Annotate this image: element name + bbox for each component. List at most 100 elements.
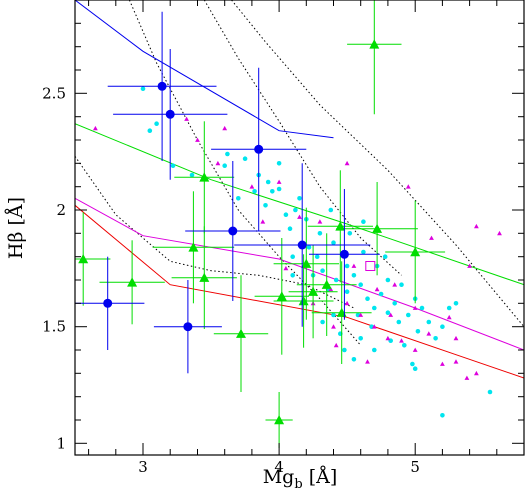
magenta-point bbox=[215, 160, 221, 166]
cyan-point bbox=[270, 189, 275, 194]
x-axis-title-main: Mg bbox=[263, 466, 295, 488]
y-tick-label: 1 bbox=[56, 434, 66, 452]
x-axis-title: Mgb [Å] bbox=[263, 466, 338, 491]
cyan-point bbox=[419, 305, 425, 311]
magenta-point bbox=[412, 305, 418, 310]
cyan-point bbox=[399, 282, 404, 288]
cyan-point bbox=[293, 207, 298, 213]
cyan-point bbox=[415, 329, 421, 334]
magenta-point bbox=[331, 324, 336, 329]
green-point bbox=[127, 277, 138, 287]
cyan-point bbox=[263, 203, 268, 208]
cyan-point bbox=[320, 319, 325, 325]
green-point bbox=[276, 291, 287, 301]
green-point bbox=[188, 242, 199, 252]
cyan-point bbox=[361, 249, 366, 255]
x-tick-label: 5 bbox=[410, 458, 420, 476]
magenta-point bbox=[351, 263, 357, 268]
cyan-point bbox=[410, 361, 415, 367]
magenta-point bbox=[464, 375, 470, 380]
cyan-point bbox=[372, 305, 377, 311]
cyan-point bbox=[342, 347, 347, 353]
cyan-point bbox=[252, 189, 257, 194]
magenta-point bbox=[317, 219, 323, 224]
magenta-point bbox=[453, 359, 459, 364]
cyan-point bbox=[347, 231, 353, 236]
plot-marks bbox=[75, 0, 524, 448]
cyan-point bbox=[392, 301, 398, 306]
cyan-point bbox=[276, 186, 282, 192]
cyan-point bbox=[361, 219, 366, 224]
magenta-point bbox=[93, 125, 98, 131]
y-axis-title-unit: [Å] bbox=[5, 197, 27, 232]
y-axis-title: Hβ [Å] bbox=[5, 197, 27, 259]
magenta-point bbox=[222, 125, 228, 131]
cyan-point bbox=[385, 277, 391, 283]
cyan-point bbox=[225, 151, 230, 157]
cyan-point bbox=[396, 319, 402, 325]
cyan-point bbox=[351, 357, 357, 362]
blue-point bbox=[157, 81, 167, 91]
magenta-point bbox=[440, 361, 445, 366]
magenta-point bbox=[399, 338, 404, 343]
cyan-point bbox=[290, 273, 296, 278]
cyan-point bbox=[344, 263, 350, 269]
cyan-point bbox=[242, 156, 248, 161]
magenta-point bbox=[497, 230, 502, 236]
blue-point bbox=[165, 109, 175, 119]
magenta-point bbox=[276, 179, 282, 184]
cyan-point bbox=[406, 312, 411, 318]
magenta-point bbox=[249, 184, 255, 189]
cyan-point bbox=[453, 301, 459, 306]
x-tick-label: 4 bbox=[274, 458, 284, 476]
cyan-point bbox=[290, 254, 296, 259]
magenta-point bbox=[429, 235, 434, 240]
plot-frame bbox=[74, 0, 525, 456]
magenta-point bbox=[446, 314, 452, 320]
x-axis-title-sub: b bbox=[294, 477, 302, 491]
cyan-point bbox=[154, 121, 159, 126]
dotted-model-line-0 bbox=[75, 156, 355, 309]
cyan-point bbox=[170, 163, 176, 168]
cyan-point bbox=[140, 86, 146, 91]
cyan-point bbox=[378, 291, 384, 297]
cyan-point bbox=[283, 212, 289, 217]
cyan-point bbox=[147, 128, 153, 133]
green-point bbox=[301, 258, 312, 268]
magenta-point bbox=[385, 335, 391, 341]
green-point bbox=[372, 223, 383, 233]
cyan-point bbox=[265, 179, 271, 185]
magenta-point bbox=[358, 312, 364, 317]
magenta-point bbox=[184, 116, 189, 121]
cyan-point bbox=[440, 413, 445, 418]
magenta-point bbox=[426, 331, 432, 336]
tick-labels: 3 4 5 1 1.5 2 2.5 bbox=[42, 84, 420, 476]
blue-point bbox=[228, 226, 238, 236]
blue-point bbox=[339, 249, 349, 259]
cyan-point bbox=[372, 347, 377, 353]
cyan-point bbox=[317, 231, 323, 236]
cyan-point bbox=[276, 161, 282, 166]
magenta-point bbox=[412, 347, 418, 352]
cyan-point bbox=[385, 310, 391, 316]
magenta-point bbox=[405, 184, 411, 189]
magenta-point bbox=[328, 286, 334, 292]
magenta-point bbox=[474, 223, 479, 229]
green-point bbox=[199, 272, 210, 282]
cyan-point bbox=[333, 277, 339, 283]
cyan-point bbox=[287, 226, 293, 231]
dotted-model-line-2 bbox=[203, 0, 402, 276]
cyan-point bbox=[331, 312, 336, 318]
x-axis-title-unit: [Å] bbox=[303, 466, 338, 488]
cyan-point bbox=[487, 389, 493, 395]
blue-point bbox=[254, 144, 264, 154]
magenta-point bbox=[344, 160, 350, 166]
magenta-square-point bbox=[365, 261, 376, 271]
cyan-point bbox=[351, 273, 357, 278]
cyan-point bbox=[189, 172, 195, 178]
red-model-line bbox=[75, 204, 524, 379]
cyan-point bbox=[331, 240, 336, 245]
green-model-line bbox=[75, 123, 524, 286]
axis-ticks bbox=[75, 0, 525, 455]
